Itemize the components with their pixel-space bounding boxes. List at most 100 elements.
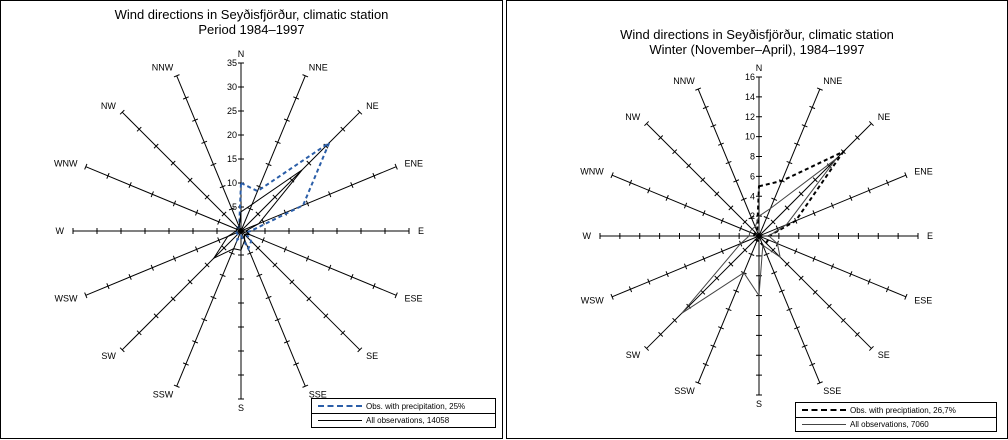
spoke-wnw	[85, 166, 242, 232]
spoke-tick	[695, 381, 702, 385]
direction-label: NNW	[152, 62, 174, 72]
spoke-tick	[195, 246, 199, 253]
spoke-wsw	[85, 230, 242, 296]
direction-label: ESE	[405, 294, 423, 304]
spoke-tick	[228, 207, 235, 211]
spoke-tick	[136, 126, 142, 132]
spoke-tick	[153, 143, 159, 149]
spoke-tick	[672, 149, 678, 155]
spoke-tick	[794, 248, 798, 255]
radial-tick-label: 4	[750, 191, 755, 201]
chart-title: Wind directions in Seyðisfjörður, climat…	[620, 27, 894, 42]
spoke-se	[240, 230, 361, 351]
spoke-tick	[665, 271, 669, 277]
direction-label: SW	[626, 350, 641, 360]
spoke-tick	[644, 121, 650, 127]
spoke-tick	[854, 135, 860, 141]
series-precipitation-line	[235, 140, 332, 252]
spoke-tick	[840, 317, 846, 323]
radial-tick-label: 2	[750, 211, 755, 221]
legend-label: Obs. with precipitation, 25%	[366, 401, 466, 411]
spoke-tick	[221, 211, 227, 217]
series-precipitation-line	[752, 149, 847, 247]
spoke-tick	[665, 195, 669, 201]
spoke-tick	[302, 74, 309, 78]
spoke-tick	[683, 202, 688, 209]
spoke-tick	[794, 142, 800, 146]
direction-label: ESE	[914, 295, 932, 305]
spoke-tick	[256, 273, 263, 277]
spoke-tick	[261, 237, 265, 244]
spoke-tick	[748, 252, 755, 256]
spoke-ene	[240, 166, 397, 232]
spoke-tick	[172, 255, 177, 262]
spoke-tick	[210, 295, 217, 300]
direction-label: SSE	[823, 386, 841, 396]
spoke-tick	[265, 295, 272, 300]
spoke-tick	[610, 293, 614, 300]
direction-label: NW	[101, 101, 116, 111]
spoke-tick	[725, 307, 732, 312]
spoke-tick	[217, 237, 221, 244]
spoke-tick	[830, 202, 835, 209]
spoke-tick	[644, 345, 650, 351]
spoke-tick	[170, 296, 176, 302]
spoke-tick	[340, 330, 346, 336]
spoke-tick	[173, 74, 180, 78]
spoke-tick	[136, 330, 142, 336]
direction-label: ENE	[914, 167, 933, 177]
spoke-tick	[714, 191, 720, 197]
spoke-tick	[173, 384, 180, 388]
spoke-tick	[763, 216, 770, 220]
direction-label: NNE	[823, 76, 842, 86]
spoke-tick	[187, 279, 193, 285]
radial-tick-label: 16	[745, 72, 755, 82]
spoke-tick	[306, 160, 312, 166]
spoke-tick	[672, 317, 678, 323]
spoke-tick	[372, 172, 376, 179]
spoke-tick	[153, 313, 159, 319]
spoke-tick	[372, 283, 376, 290]
spoke-tick	[826, 303, 832, 309]
direction-label: SSE	[309, 390, 327, 400]
spoke-tick	[357, 109, 363, 115]
direction-label: NNW	[673, 76, 695, 86]
spoke-tick	[733, 179, 740, 183]
spoke-tick	[658, 135, 664, 141]
spoke-tick	[272, 262, 278, 268]
spoke-tick	[812, 177, 818, 183]
spoke-tick	[720, 248, 724, 255]
wind-rose-plot: N NNE NE ENE E ESE SE SSE S SSW SW WSW W WNW NW NNW 2 4 6 8…	[580, 63, 933, 409]
spoke-tick	[247, 207, 254, 211]
spoke-tick	[885, 179, 890, 186]
spoke-tick	[816, 381, 823, 385]
spoke-tick	[812, 210, 816, 217]
spoke-tick	[221, 245, 227, 251]
direction-label: W	[583, 231, 592, 241]
chart-title: Wind directions in Seyðisfjörður, climat…	[114, 7, 389, 22]
spoke-tick	[293, 362, 300, 366]
spoke-tick	[812, 289, 818, 295]
spoke-tick	[150, 191, 154, 198]
spoke-tick	[904, 172, 908, 179]
spoke-tick	[272, 194, 278, 200]
direction-label: S	[238, 403, 244, 413]
spoke-tick	[350, 182, 354, 189]
radial-tick-label: 15	[227, 154, 237, 164]
radial-tick-label: 12	[745, 112, 755, 122]
spoke-nnw	[176, 75, 242, 232]
chart-subtitle: Winter (November–April), 1984–1997	[649, 42, 865, 57]
chart-subtitle: Period 1984–1997	[198, 22, 305, 37]
spoke-tick	[718, 142, 724, 146]
spoke-tick	[742, 219, 748, 225]
spoke-tick	[201, 318, 208, 322]
spoke-tick	[658, 331, 664, 337]
legend-item-all: All observations, 7060	[796, 417, 996, 431]
spoke-tick	[867, 187, 871, 194]
radial-tick-label: 30	[227, 82, 237, 92]
direction-label: SE	[878, 350, 890, 360]
direction-label: SSW	[674, 386, 695, 396]
spoke-tick	[228, 251, 235, 255]
radial-tick-label: 35	[227, 58, 237, 68]
spoke-tick	[868, 121, 874, 127]
